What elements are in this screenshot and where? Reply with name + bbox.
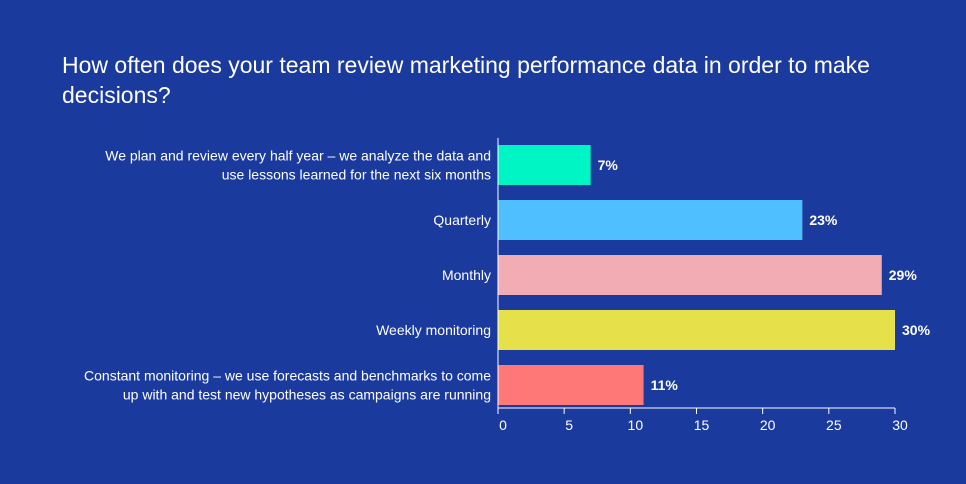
bar-0	[498, 145, 591, 185]
category-label-3: Weekly monitoring	[376, 322, 491, 338]
category-label-line: Monthly	[442, 267, 491, 283]
value-label-0: 7%	[598, 157, 619, 173]
category-label-line: Constant monitoring – we use forecasts a…	[84, 368, 491, 384]
category-label-line: Quarterly	[433, 212, 491, 228]
bars-layer	[498, 145, 895, 405]
x-tick-label-2: 10	[628, 417, 644, 433]
category-label-line: up with and test new hypotheses as campa…	[123, 387, 491, 403]
x-tick-label-6: 30	[892, 417, 908, 433]
bar-3	[498, 310, 895, 350]
x-tick-label-5: 25	[826, 417, 842, 433]
category-label-line: use lessons learned for the next six mon…	[222, 167, 491, 183]
labels-layer: 7% We plan and review every half year – w…	[84, 148, 931, 403]
value-label-1: 23%	[809, 212, 838, 228]
value-label-4: 11%	[651, 377, 679, 393]
bar-4	[498, 365, 644, 405]
category-label-line: We plan and review every half year – we …	[105, 148, 491, 164]
x-tick-label-1: 5	[565, 417, 573, 433]
bar-2	[498, 255, 882, 295]
x-tick-label-0: 0	[499, 417, 507, 433]
bar-1	[498, 200, 803, 240]
category-label-line: Weekly monitoring	[376, 322, 491, 338]
chart-title: How often does your team review marketin…	[62, 52, 870, 108]
category-label-1: Quarterly	[433, 212, 491, 228]
value-label-3: 30%	[902, 322, 931, 338]
category-label-0: We plan and review every half year – we …	[105, 148, 491, 183]
x-axis: 0 5 10 15 20 25 30	[497, 138, 908, 433]
x-tick-label-3: 15	[694, 417, 710, 433]
value-label-2: 29%	[889, 267, 918, 283]
category-label-2: Monthly	[442, 267, 491, 283]
category-label-4: Constant monitoring – we use forecasts a…	[84, 368, 491, 403]
x-tick-label-4: 20	[760, 417, 776, 433]
